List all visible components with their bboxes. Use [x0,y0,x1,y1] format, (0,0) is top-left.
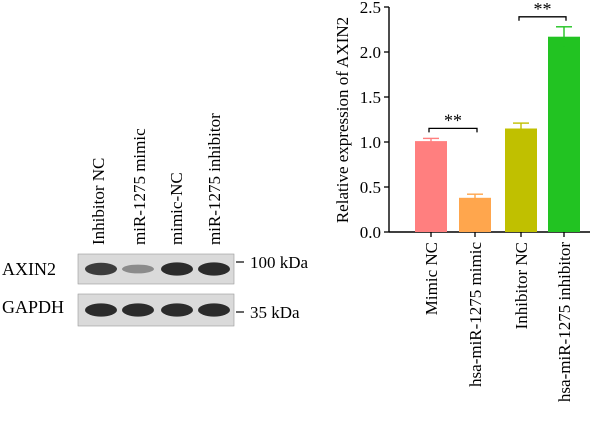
blot-row-label: GAPDH [2,297,64,317]
blot-marker-label: 35 kDa [250,303,300,322]
blot-lane-label: miR-1275 inhibitor [205,113,224,245]
bars [415,26,580,237]
blot-row-label: AXIN2 [2,259,56,279]
bar [548,36,580,233]
y-axis: 0.0 0.5 1.0 1.5 2.0 2.5 [360,0,590,242]
blot-lane-label: miR-1275 mimic [130,128,149,245]
gapdh-band [198,303,230,317]
significance-label: ** [444,110,462,130]
y-tick-label: 0.0 [360,223,381,242]
y-tick-label: 1.5 [360,88,381,107]
gapdh-band [122,303,154,317]
axin2-band [198,262,230,276]
axin2-band [122,264,154,274]
bar [415,141,447,232]
x-tick-label: Mimic NC [422,242,441,315]
blot-lane-label: mimic-NC [167,172,186,245]
y-tick-label: 2.0 [360,43,381,62]
x-tick-labels: Mimic NC hsa-miR-1275 mimic Inhibitor NC hs… [422,242,574,403]
blot-lane-label: Inhibitor NC [89,158,108,245]
significance-label: ** [534,0,552,19]
axin2-band [161,262,193,276]
significance-bracket [518,16,567,21]
bar [505,128,537,232]
x-tick-label: Inhibitor NC [512,242,531,329]
axin2-bands [85,262,230,276]
blot-marker-label: 100 kDa [250,253,309,272]
bar-chart: Relative expression of AXIN2 0.0 0.5 1.0 1.… [333,0,590,402]
y-axis-title: Relative expression of AXIN2 [333,17,352,223]
western-blot: Inhibitor NC miR-1275 mimic mimic-NC miR… [2,113,309,327]
bar [459,197,491,232]
y-tick-label: 1.0 [360,133,381,152]
gapdh-bands [85,303,230,317]
x-tick-label: hsa-miR-1275 mimic [466,242,485,387]
y-tick-label: 0.5 [360,178,381,197]
y-tick-label: 2.5 [360,0,381,17]
axin2-band [85,262,117,276]
significance-brackets: ** ** [428,0,567,133]
gapdh-band [161,303,193,317]
gapdh-band [85,303,117,317]
significance-bracket [428,127,478,133]
x-tick-label: hsa-miR-1275 inhibitor [555,242,574,402]
